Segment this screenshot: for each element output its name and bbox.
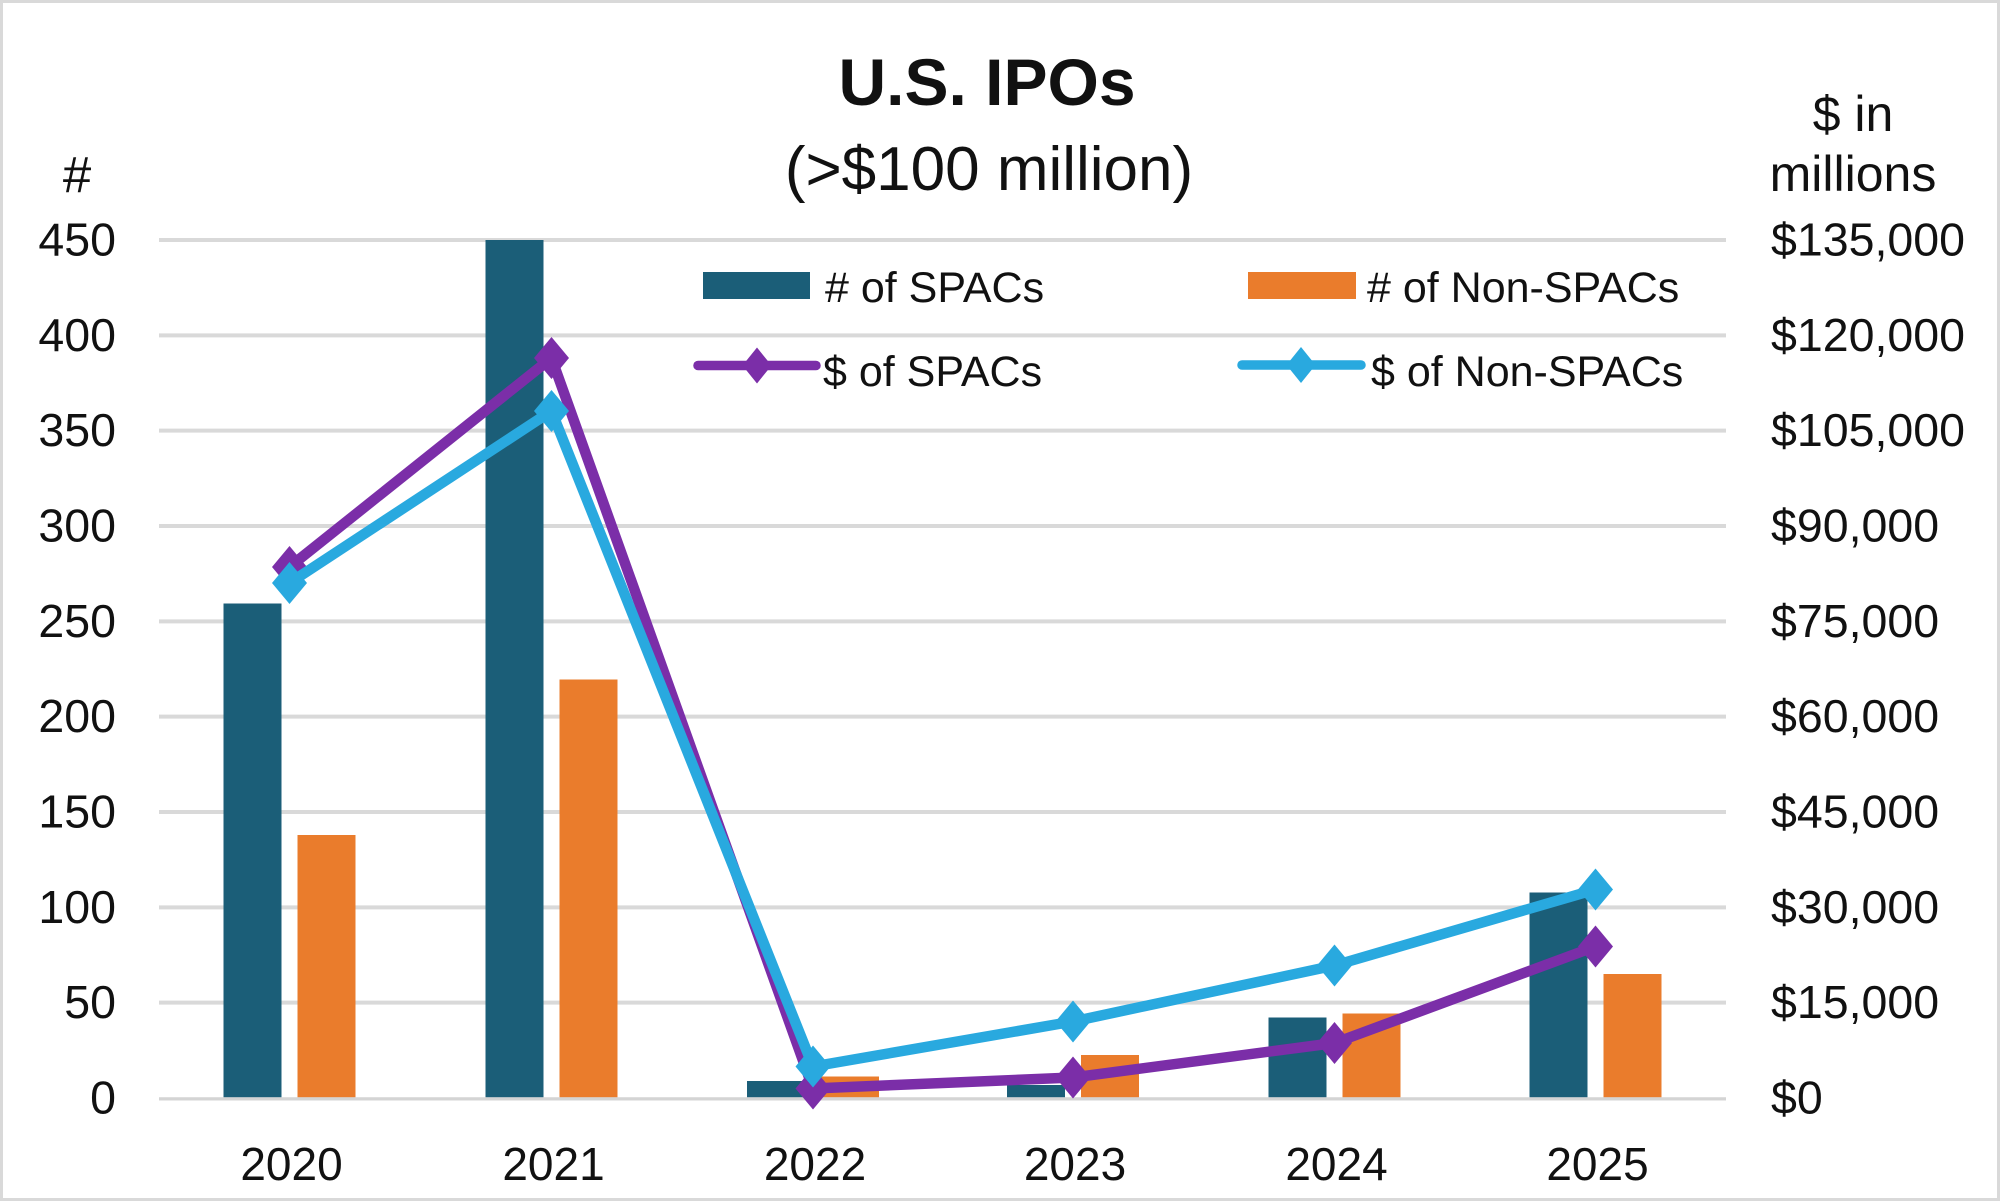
- svg-text:# of Non-SPACs: # of Non-SPACs: [1367, 264, 1679, 312]
- svg-text:$30,000: $30,000: [1771, 881, 1939, 933]
- svg-text:400: 400: [38, 309, 116, 361]
- svg-text:(>$100 million): (>$100 million): [785, 135, 1193, 204]
- svg-text:2023: 2023: [1024, 1138, 1126, 1190]
- svg-text:$ of Non-SPACs: $ of Non-SPACs: [1371, 348, 1683, 396]
- svg-text:50: 50: [64, 976, 116, 1028]
- svg-text:100: 100: [38, 881, 116, 933]
- svg-text:$120,000: $120,000: [1771, 309, 1965, 361]
- svg-text:#: #: [63, 146, 92, 203]
- svg-text:$90,000: $90,000: [1771, 500, 1939, 552]
- svg-text:$15,000: $15,000: [1771, 976, 1939, 1028]
- svg-text:250: 250: [38, 595, 116, 647]
- svg-text:$105,000: $105,000: [1771, 404, 1965, 456]
- svg-text:2025: 2025: [1546, 1138, 1648, 1190]
- svg-text:U.S. IPOs: U.S. IPOs: [838, 45, 1135, 119]
- svg-text:2022: 2022: [764, 1138, 866, 1190]
- svg-text:$45,000: $45,000: [1771, 786, 1939, 838]
- svg-text:150: 150: [38, 786, 116, 838]
- svg-text:450: 450: [38, 214, 116, 266]
- svg-text:$60,000: $60,000: [1771, 690, 1939, 742]
- svg-text:350: 350: [38, 404, 116, 456]
- svg-text:2021: 2021: [502, 1138, 604, 1190]
- svg-text:2024: 2024: [1285, 1138, 1387, 1190]
- svg-text:$75,000: $75,000: [1771, 595, 1939, 647]
- svg-text:millions: millions: [1770, 146, 1937, 202]
- svg-text:$135,000: $135,000: [1771, 214, 1965, 266]
- svg-text:$0: $0: [1771, 1072, 1823, 1124]
- svg-text:300: 300: [38, 500, 116, 552]
- svg-text:2020: 2020: [240, 1138, 342, 1190]
- svg-text:200: 200: [38, 690, 116, 742]
- svg-text:0: 0: [90, 1072, 116, 1124]
- svg-text:$ of SPACs: $ of SPACs: [823, 348, 1042, 396]
- svg-text:# of SPACs: # of SPACs: [825, 264, 1044, 312]
- svg-text:$ in: $ in: [1813, 86, 1894, 142]
